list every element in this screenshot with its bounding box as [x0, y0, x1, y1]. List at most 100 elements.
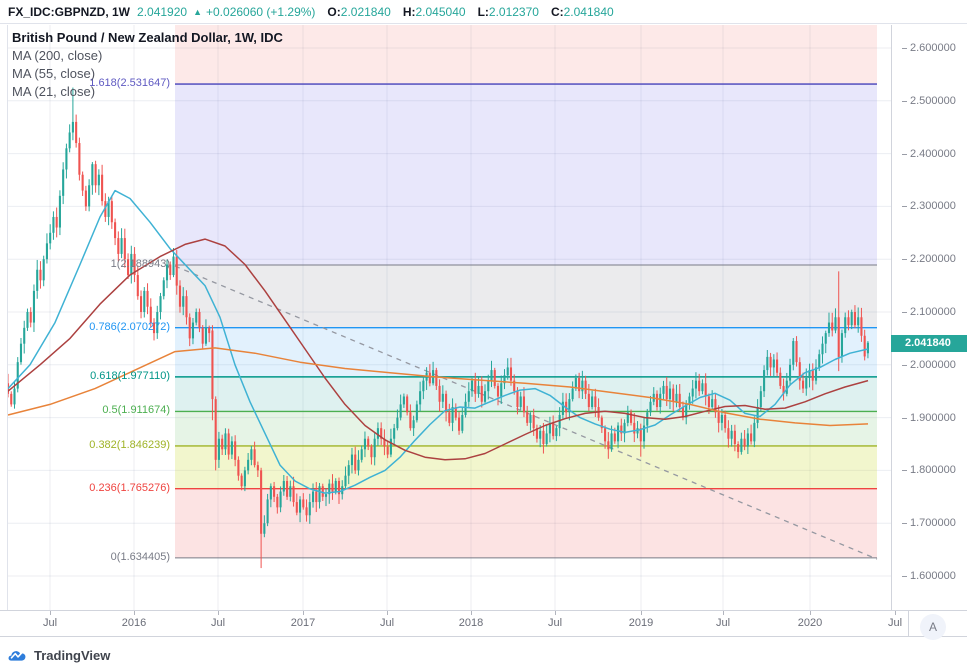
candle-body — [646, 412, 649, 426]
candle-body — [668, 388, 672, 400]
high-value: 2.045040 — [415, 5, 466, 19]
candle-body — [571, 388, 574, 400]
candle-body — [847, 317, 850, 326]
candle-body — [782, 385, 785, 394]
candle-body — [263, 523, 266, 534]
candle-body — [610, 433, 613, 450]
candle-body — [454, 407, 457, 418]
candle-body — [260, 470, 263, 534]
candle-body — [464, 401, 467, 415]
legend-ma-200[interactable]: MA (200, close) — [12, 48, 103, 63]
price-tick-label: 2.200000 — [910, 253, 956, 266]
candle-body — [844, 317, 847, 334]
candle-body — [532, 414, 535, 429]
candle-body — [591, 396, 594, 408]
candle-body — [795, 341, 798, 363]
time-tick — [723, 611, 724, 615]
axis-corner-separator — [908, 611, 909, 637]
candle-body — [354, 454, 357, 471]
candle-body — [273, 486, 276, 497]
tradingview-logo-icon[interactable] — [8, 648, 29, 663]
candle-body — [672, 388, 675, 402]
candle-body — [65, 148, 68, 170]
candle-body — [94, 164, 97, 186]
candle-body — [250, 449, 253, 460]
candle-body — [542, 430, 545, 444]
candle-body — [19, 343, 23, 363]
candle-body — [240, 475, 243, 487]
price-tick — [902, 153, 907, 155]
price-tick — [902, 364, 907, 366]
price-tick — [902, 259, 907, 261]
ma-line-ma-55[interactable] — [7, 238, 869, 461]
price-tick — [902, 206, 907, 208]
candle-body — [224, 433, 227, 450]
candle-body — [256, 465, 259, 471]
candle-body — [279, 491, 282, 508]
candle-body — [487, 380, 490, 392]
candle-body — [539, 430, 542, 439]
candle-body — [662, 385, 665, 394]
candle-body — [62, 169, 65, 196]
candle-body — [110, 201, 113, 223]
up-arrow-icon: ▲ — [193, 7, 202, 17]
candle-body — [733, 430, 736, 444]
descending-trendline[interactable] — [174, 265, 878, 560]
chart-plot-area[interactable] — [0, 0, 967, 610]
candle-body — [117, 238, 120, 254]
legend-title[interactable]: British Pound / New Zealand Dollar, 1W, … — [12, 30, 283, 45]
fib-level-label: 0(1.634405) — [110, 550, 170, 563]
candle-body — [415, 404, 418, 421]
candle-body — [13, 388, 16, 405]
symbol-title[interactable]: FX_IDC:GBPNZD, 1W — [8, 5, 131, 19]
candle-body — [808, 370, 811, 378]
low-value: 2.012370 — [488, 5, 539, 19]
axis-a-button[interactable]: A — [920, 614, 946, 640]
price-tick — [902, 576, 907, 577]
candle-body — [711, 399, 714, 408]
candle-body — [217, 438, 220, 460]
time-axis[interactable]: A Jul 2016 Jul 2017 Jul 2018 Jul 2019 Jul 2020 Jul — [0, 610, 967, 640]
ma-line-ma-200[interactable] — [7, 347, 869, 427]
candle-body — [724, 414, 727, 429]
candle-body — [286, 480, 289, 497]
time-tick-label: Jul — [547, 617, 563, 629]
time-tick-label: 2018 — [458, 617, 484, 629]
ma-line-ma-21[interactable] — [7, 189, 869, 494]
legend-ma-55[interactable]: MA (55, close) — [12, 66, 96, 81]
last-price: 2.041920 — [137, 5, 188, 19]
candle-body — [276, 496, 279, 508]
candle-body — [561, 401, 564, 415]
price-axis[interactable]: 2.600000 2.500000 2.400000 2.300000 2.200000… — [891, 0, 967, 610]
candle-body — [522, 396, 526, 413]
candle-body — [269, 486, 272, 500]
price-tick — [902, 523, 907, 525]
candle-body — [52, 216, 55, 233]
candle-body — [389, 438, 392, 455]
candle-body — [32, 290, 36, 323]
candle-body — [519, 396, 522, 408]
candle-body — [555, 428, 558, 437]
candle-body — [68, 132, 71, 149]
candle-body — [633, 422, 636, 434]
candle-body — [451, 407, 454, 423]
candle-body — [701, 383, 704, 392]
candle-body — [490, 370, 493, 381]
candle-body — [29, 312, 32, 323]
candle-body — [49, 232, 52, 244]
candle-body — [607, 441, 610, 450]
candle-body — [97, 174, 100, 186]
candle-body — [133, 253, 136, 276]
candle-body — [730, 430, 733, 439]
candle-body — [266, 499, 269, 524]
fib-level-label: 1(2.188943) — [110, 258, 170, 271]
fib-level-label: 0.382(1.846239) — [89, 438, 170, 451]
candle-body — [837, 317, 840, 357]
candle-body — [136, 275, 139, 297]
price-tick — [902, 312, 907, 313]
legend-ma-21[interactable]: MA (21, close) — [12, 84, 96, 99]
candle-body — [143, 290, 146, 312]
price-tick-label: 2.600000 — [910, 42, 956, 54]
brand-name[interactable]: TradingView — [34, 647, 111, 663]
candle-body — [480, 385, 483, 402]
